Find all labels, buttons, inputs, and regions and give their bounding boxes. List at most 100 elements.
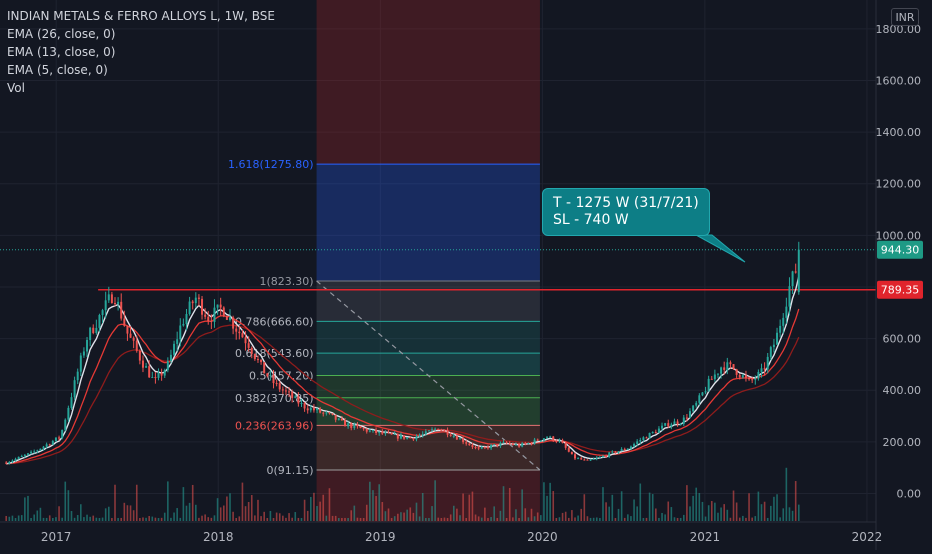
- candle-body[interactable]: [729, 362, 732, 365]
- candle-body[interactable]: [303, 403, 306, 409]
- candle-body[interactable]: [232, 317, 235, 329]
- candle-body[interactable]: [166, 361, 169, 371]
- candle-body[interactable]: [132, 337, 135, 341]
- candle-body[interactable]: [82, 351, 85, 356]
- candle-body[interactable]: [284, 390, 287, 392]
- candle-body[interactable]: [626, 448, 629, 450]
- candle-body[interactable]: [207, 316, 210, 321]
- candle-body[interactable]: [583, 459, 586, 461]
- candle-body[interactable]: [104, 300, 107, 311]
- candle-body[interactable]: [396, 433, 399, 439]
- candle-body[interactable]: [350, 423, 353, 428]
- candle-body[interactable]: [148, 366, 151, 378]
- candle-body[interactable]: [685, 417, 688, 419]
- candle-body[interactable]: [17, 456, 20, 459]
- candle-body[interactable]: [30, 451, 33, 454]
- candle-body[interactable]: [474, 447, 477, 449]
- candle-body[interactable]: [241, 333, 244, 338]
- candle-body[interactable]: [601, 455, 604, 457]
- candle-body[interactable]: [381, 431, 384, 434]
- candle-body[interactable]: [471, 445, 474, 448]
- candle-body[interactable]: [595, 457, 598, 459]
- candle-body[interactable]: [505, 442, 508, 444]
- candle-body[interactable]: [393, 433, 396, 435]
- candle-body[interactable]: [527, 442, 530, 444]
- candle-body[interactable]: [312, 407, 315, 411]
- candle-body[interactable]: [359, 426, 362, 429]
- candle-body[interactable]: [337, 418, 340, 420]
- candle-body[interactable]: [741, 375, 744, 378]
- candle-body[interactable]: [738, 374, 741, 378]
- candle-body[interactable]: [213, 307, 216, 322]
- candle-body[interactable]: [555, 440, 558, 442]
- candle-body[interactable]: [76, 371, 79, 381]
- candle-body[interactable]: [459, 438, 462, 440]
- candle-body[interactable]: [546, 437, 549, 439]
- candle-body[interactable]: [250, 347, 253, 354]
- candle-body[interactable]: [698, 395, 701, 403]
- candle-body[interactable]: [521, 443, 524, 447]
- candle-body[interactable]: [617, 451, 620, 453]
- candle-body[interactable]: [735, 369, 738, 375]
- candle-body[interactable]: [110, 294, 113, 304]
- candle-body[interactable]: [707, 378, 710, 392]
- candle-body[interactable]: [5, 462, 8, 464]
- candle-body[interactable]: [371, 429, 374, 431]
- candle-body[interactable]: [399, 435, 402, 439]
- candle-body[interactable]: [772, 344, 775, 348]
- candle-body[interactable]: [244, 337, 247, 344]
- candle-body[interactable]: [160, 373, 163, 376]
- candle-body[interactable]: [120, 301, 123, 319]
- candle-body[interactable]: [664, 423, 667, 426]
- candle-body[interactable]: [275, 383, 278, 385]
- candle-body[interactable]: [452, 435, 455, 437]
- candle-body[interactable]: [151, 377, 154, 379]
- candle-body[interactable]: [431, 429, 434, 431]
- candle-body[interactable]: [570, 451, 573, 455]
- candle-body[interactable]: [776, 332, 779, 345]
- candle-body[interactable]: [368, 430, 371, 432]
- candle-body[interactable]: [480, 447, 483, 449]
- candle-body[interactable]: [499, 442, 502, 446]
- candle-body[interactable]: [297, 396, 300, 404]
- candle-body[interactable]: [723, 367, 726, 370]
- candle-body[interactable]: [418, 435, 421, 437]
- candle-body[interactable]: [328, 412, 331, 414]
- candle-body[interactable]: [269, 374, 272, 377]
- candle-body[interactable]: [86, 339, 89, 352]
- candle-body[interactable]: [42, 446, 45, 449]
- candle-body[interactable]: [564, 443, 567, 448]
- candle-body[interactable]: [191, 301, 194, 304]
- candle-body[interactable]: [229, 317, 232, 320]
- candle-body[interactable]: [225, 316, 228, 320]
- candle-body[interactable]: [567, 447, 570, 452]
- candle-body[interactable]: [732, 364, 735, 370]
- candle-body[interactable]: [222, 307, 225, 317]
- candle-body[interactable]: [216, 304, 219, 308]
- candle-body[interactable]: [375, 429, 378, 434]
- candle-body[interactable]: [33, 451, 36, 453]
- candle-body[interactable]: [763, 368, 766, 370]
- candle-body[interactable]: [490, 444, 493, 449]
- candle-body[interactable]: [542, 438, 545, 441]
- candle-body[interactable]: [716, 373, 719, 375]
- candle-body[interactable]: [791, 271, 794, 287]
- candle-body[interactable]: [353, 424, 356, 428]
- candle-body[interactable]: [639, 440, 642, 442]
- candle-body[interactable]: [163, 370, 166, 376]
- candle-body[interactable]: [306, 408, 309, 411]
- candle-body[interactable]: [322, 412, 325, 414]
- candle-body[interactable]: [387, 432, 390, 434]
- candle-body[interactable]: [344, 420, 347, 427]
- candle-body[interactable]: [667, 423, 670, 427]
- candle-body[interactable]: [552, 436, 555, 441]
- candle-body[interactable]: [340, 418, 343, 421]
- candle-body[interactable]: [73, 380, 76, 398]
- candle-body[interactable]: [197, 297, 200, 299]
- candle-body[interactable]: [692, 405, 695, 412]
- candle-body[interactable]: [629, 446, 632, 449]
- ema-13-label[interactable]: EMA (13, close, 0): [7, 45, 116, 59]
- candle-body[interactable]: [45, 444, 48, 447]
- candle-body[interactable]: [11, 460, 14, 463]
